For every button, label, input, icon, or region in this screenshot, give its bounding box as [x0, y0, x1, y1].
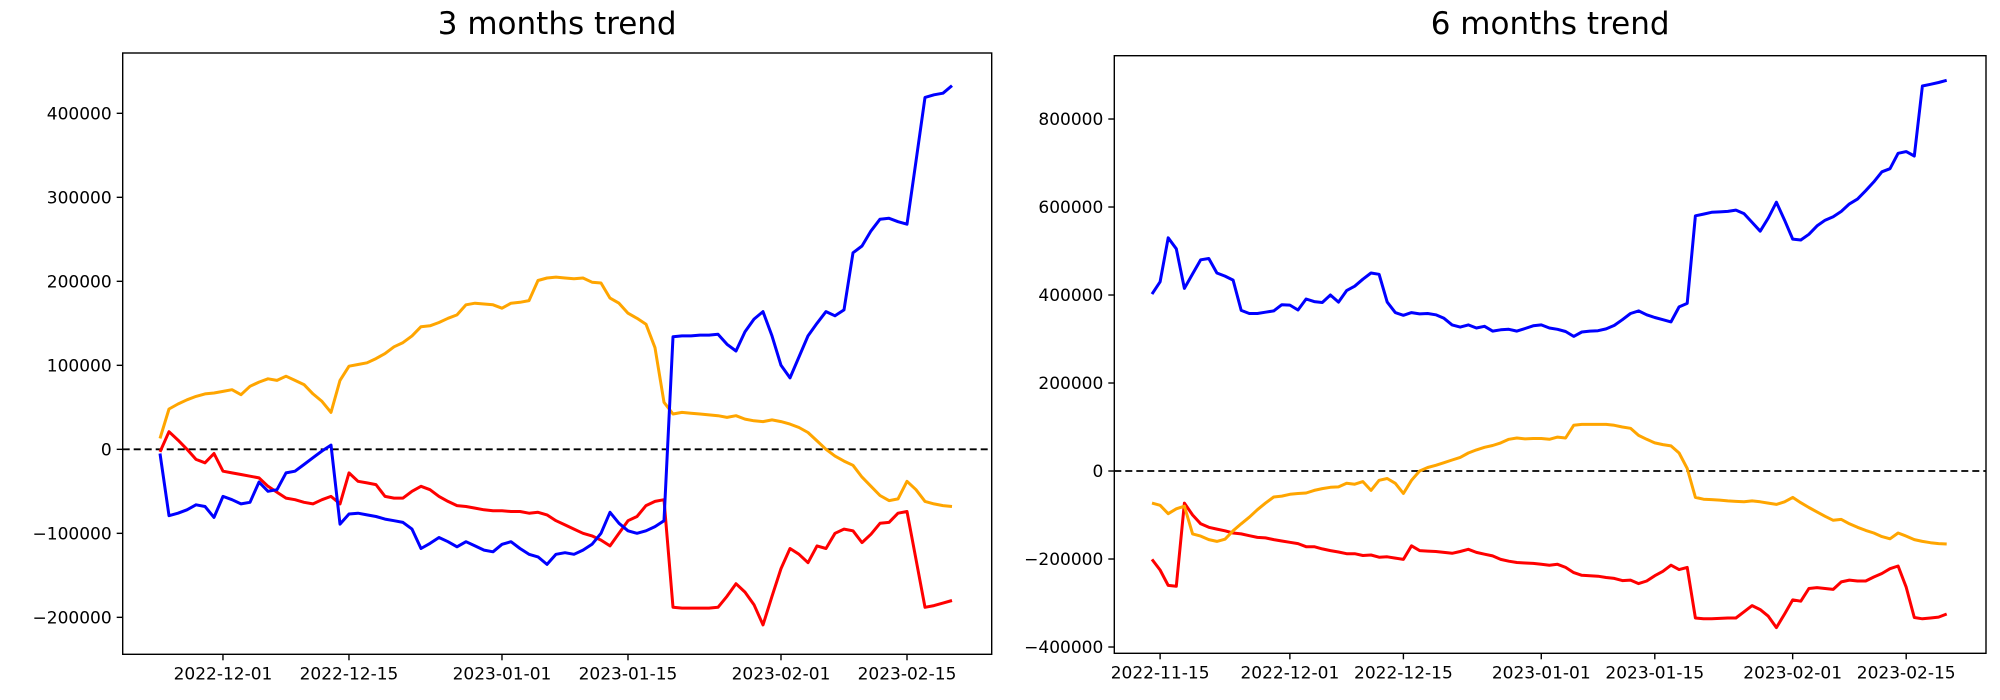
left-chart-y-tick-label: −200000	[33, 608, 112, 628]
left-chart-x-tick-label: 2023-01-01	[453, 664, 552, 684]
right-chart-plot-box	[1113, 55, 1987, 654]
left-chart-y-tick-label: −100000	[33, 524, 112, 544]
right-chart-x-tick-label: 2023-01-15	[1605, 663, 1704, 683]
right-chart-y-tick-label: 600000	[1038, 198, 1103, 218]
right-chart-x-tick-label: 2023-02-01	[1743, 663, 1842, 683]
right-chart-x-tick-label: 2022-11-15	[1111, 663, 1210, 683]
left-chart-y-tick-label: 400000	[47, 104, 112, 124]
right-chart-x-tick-label: 2022-12-15	[1354, 663, 1453, 683]
right-chart-y-tick-label: 200000	[1038, 374, 1103, 394]
right-chart-red-line	[1150, 501, 1948, 630]
left-chart-x-tick-label: 2023-02-01	[732, 664, 831, 684]
right-chart-y-tick-label: −200000	[1024, 550, 1103, 570]
right-chart-y-tick-label: −400000	[1024, 638, 1103, 658]
left-chart-x-tick-label: 2022-12-15	[300, 664, 399, 684]
left-chart-plot-box	[121, 52, 993, 655]
left-chart-y-tick-label: 200000	[47, 272, 112, 292]
right-chart-y-tick-label: 0	[1092, 462, 1103, 482]
left-chart-x-tick-label: 2023-02-15	[858, 664, 957, 684]
right-chart-x-tick-label: 2023-02-15	[1857, 663, 1956, 683]
left-chart-y-tick-label: 100000	[47, 356, 112, 376]
left-chart-x-tick-label: 2023-01-15	[579, 664, 678, 684]
left-chart-title: 3 months trend	[437, 6, 677, 42]
left-chart-x-tick-label: 2022-12-01	[174, 664, 273, 684]
left-chart-y-tick-label: 300000	[47, 188, 112, 208]
left-chart-orange-line	[158, 275, 953, 508]
left-chart-blue-line	[158, 84, 953, 566]
right-chart-x-tick-label: 2023-01-01	[1492, 663, 1591, 683]
right-chart-orange-line	[1151, 422, 1947, 546]
right-chart-title: 6 months trend	[1430, 6, 1670, 42]
right-chart-y-tick-label: 800000	[1038, 110, 1103, 130]
left-chart-y-tick-label: 0	[101, 440, 112, 460]
right-chart-y-tick-label: 400000	[1038, 286, 1103, 306]
right-chart-blue-line	[1150, 78, 1948, 338]
left-chart-red-line	[158, 430, 953, 627]
right-chart-x-tick-label: 2022-12-01	[1240, 663, 1339, 683]
